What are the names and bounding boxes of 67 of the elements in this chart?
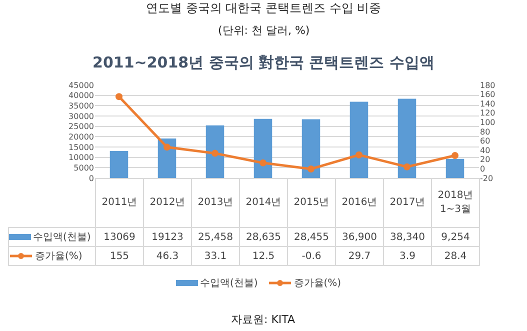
y-tick-label: 30000	[68, 112, 94, 121]
data-label: 28,635	[240, 228, 288, 246]
bar	[446, 158, 464, 178]
y-tick-label: 0	[88, 174, 94, 183]
legend: 수입액(천불) 증가율(%)	[0, 276, 527, 290]
data-label: 19123	[144, 228, 192, 246]
x-tick-label: 2015년	[288, 178, 336, 228]
y-tick-label: 45000	[68, 80, 94, 90]
y-tick-label: 5000	[74, 163, 94, 172]
point	[404, 163, 410, 170]
y2-tick-label: 120	[480, 108, 496, 118]
data-label: 12.5	[240, 246, 288, 266]
text: 연도별 중국의 대한국 콘택트렌즈 수입 비중	[146, 1, 382, 15]
data-label: 28.4	[432, 246, 480, 266]
point	[452, 152, 458, 159]
x-tick-label: 2018년 1~3월	[432, 178, 480, 228]
bar	[302, 119, 320, 178]
y2-tick-label: -20	[480, 174, 494, 183]
data-label: 25,458	[192, 228, 240, 246]
data-label: 28,455	[288, 228, 336, 246]
y2-tick-label: 60	[480, 136, 490, 146]
point	[116, 93, 122, 100]
data-label: 13069	[96, 228, 144, 246]
point	[164, 144, 170, 151]
point	[212, 150, 218, 157]
bar	[254, 118, 272, 178]
bar	[398, 98, 416, 178]
data-label: 9,254	[432, 228, 480, 246]
point	[356, 151, 362, 158]
bar	[206, 125, 224, 178]
data-label: -0.6	[288, 246, 336, 266]
y2-tick-label: 140	[480, 99, 496, 108]
chart-title: 2011~2018년 중국의 對한국 콘택트렌즈 수입액	[92, 53, 434, 72]
legend-label: 증가율(%)	[35, 251, 82, 262]
bar	[110, 150, 128, 178]
y-tick-label: 40000	[68, 91, 94, 100]
legend-label: 수입액(천불)	[33, 232, 91, 243]
x-tick-label: 2012년	[144, 178, 192, 228]
data-label: 3.9	[384, 246, 432, 266]
x-tick-label: 2014년	[240, 178, 288, 228]
y2-tick-label: 40	[480, 146, 490, 155]
x-tick-label: 2017년	[384, 178, 432, 228]
y2-tick-label: 100	[480, 118, 496, 127]
data-label: 38,340	[384, 228, 432, 246]
data-label: 33.1	[192, 246, 240, 266]
y2-tick-label: 180	[480, 80, 496, 90]
y2-tick-label: 160	[480, 90, 496, 100]
x-tick-label: 2013년	[192, 178, 240, 228]
text: (단위: 천 달러, %)	[218, 24, 310, 37]
x-tick-label: 2016년	[336, 178, 384, 228]
x-tick-label: 2011년	[96, 178, 144, 228]
text: 자료원: KITA	[231, 313, 296, 326]
y2-tick-label: 80	[480, 127, 490, 136]
point	[308, 165, 314, 172]
point	[260, 159, 266, 166]
y-tick-label: 20000	[68, 132, 94, 142]
data-label: 29.7	[336, 246, 384, 266]
data-label: 46.3	[144, 246, 192, 266]
y-tick-label: 10000	[68, 153, 94, 162]
y-tick-label: 25000	[68, 122, 94, 132]
y-tick-label: 35000	[68, 101, 94, 110]
data-label: 155	[96, 246, 144, 266]
y-tick-label: 15000	[68, 142, 94, 152]
y2-tick-label: 20	[480, 155, 490, 164]
bar	[350, 102, 368, 178]
y2-tick-label: 0	[480, 164, 486, 174]
data-label: 36,900	[336, 228, 384, 246]
